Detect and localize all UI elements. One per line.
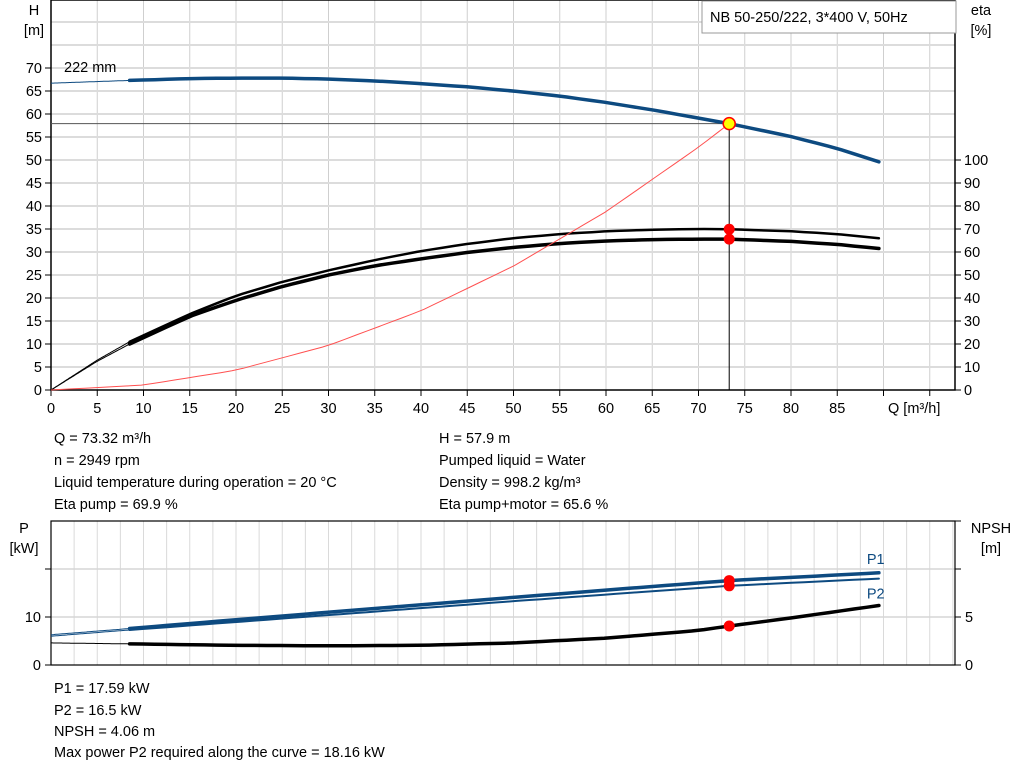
y-right-tick-label: 60 (964, 245, 980, 261)
y-tick-label: 20 (26, 291, 42, 307)
eta-pump-readout: Eta pump = 69.9 % (54, 497, 178, 513)
y-right-tick-label: 10 (964, 360, 980, 376)
title-box (701, 0, 957, 34)
chart-title: NB 50-250/222, 3*400 V, 50Hz (710, 10, 908, 26)
x-tick-label: 20 (228, 401, 244, 417)
eta-total-readout: Eta pump+motor = 65.6 % (439, 497, 609, 513)
head-curve (127, 76, 881, 164)
p2-marker (723, 580, 735, 592)
y-right-tick-label: 80 (964, 199, 980, 215)
npsh-curve-extrapolated (51, 642, 130, 645)
y-tick-label: 45 (26, 176, 42, 192)
y-tick-label: 10 (26, 337, 42, 353)
y-axis-label: [m] (24, 23, 44, 39)
y-right-tick-label: 70 (964, 222, 980, 238)
duty-point-marker (722, 116, 736, 131)
p1-curve (127, 571, 881, 631)
p-tick-label: 0 (33, 658, 41, 674)
p-axis-label: P (19, 521, 29, 537)
x-tick-label: 65 (644, 401, 660, 417)
y-right-axis-label: eta (971, 3, 992, 19)
x-tick-label: 70 (690, 401, 706, 417)
x-tick-label: 40 (413, 401, 429, 417)
y-tick-label: 0 (34, 383, 42, 399)
y-right-tick-label: 0 (964, 383, 972, 399)
y-right-tick-label: 30 (964, 314, 980, 330)
p1-curve-extrapolated (50, 628, 130, 636)
y-axis-label: H (29, 3, 39, 19)
density-readout: Density = 998.2 kg/m³ (439, 475, 581, 491)
x-tick-label: 50 (505, 401, 521, 417)
x-tick-label: 60 (598, 401, 614, 417)
y-tick-label: 30 (26, 245, 42, 261)
y-right-axis-label: [%] (971, 23, 992, 39)
p2-curve (128, 577, 880, 631)
x-axis-label: Q [m³/h] (888, 401, 940, 417)
p2-curve-extrapolated (50, 629, 130, 637)
p-tick-label: 10 (25, 610, 41, 626)
speed-readout: n = 2949 rpm (54, 453, 140, 469)
eta_pump_motor-curve-extrapolated (50, 343, 130, 391)
eta_pump-curve (128, 227, 881, 343)
x-tick-label: 55 (552, 401, 568, 417)
npsh-axis-label: [m] (981, 541, 1001, 557)
npsh-readout: NPSH = 4.06 m (54, 724, 156, 740)
npsh-tick-label: 5 (965, 610, 973, 626)
x-tick-label: 15 (182, 401, 198, 417)
plot-frame (50, 0, 956, 391)
plot-area (51, 0, 955, 390)
p2-readout: P2 = 16.5 kW (54, 703, 142, 719)
eta-pump-marker (723, 223, 735, 235)
liquid-readout: Pumped liquid = Water (439, 453, 586, 469)
y-right-tick-label: 20 (964, 337, 980, 353)
y-right-tick-label: 90 (964, 176, 980, 192)
y-tick-label: 60 (26, 107, 42, 123)
npsh-axis-label: NPSH (971, 521, 1011, 537)
npsh-curve (127, 603, 881, 648)
impeller-diameter-label: 222 mm (64, 60, 116, 76)
x-tick-label: 0 (47, 401, 55, 417)
head-curve-extrapolated (50, 79, 130, 84)
power-plot-frame (50, 520, 956, 666)
x-tick-label: 80 (783, 401, 799, 417)
head-readout: H = 57.9 m (439, 431, 511, 447)
eta-pump-motor-marker (723, 233, 735, 245)
y-tick-label: 25 (26, 268, 42, 284)
npsh-tick-label: 0 (965, 658, 973, 674)
flow-readout: Q = 73.32 m³/h (54, 431, 152, 447)
p2-series-label: P2 (867, 587, 885, 603)
x-tick-label: 30 (320, 401, 336, 417)
p1-readout: P1 = 17.59 kW (54, 681, 150, 697)
x-tick-label: 5 (93, 401, 101, 417)
y-tick-label: 15 (26, 314, 42, 330)
x-tick-label: 75 (737, 401, 753, 417)
y-tick-label: 35 (26, 222, 42, 238)
x-tick-label: 85 (829, 401, 845, 417)
temperature-readout: Liquid temperature during operation = 20… (54, 475, 337, 491)
y-tick-label: 40 (26, 199, 42, 215)
x-tick-label: 35 (367, 401, 383, 417)
eta_pump_motor-curve (127, 237, 881, 346)
system-curve (50, 123, 730, 391)
y-tick-label: 65 (26, 84, 42, 100)
npsh-marker (723, 620, 735, 632)
p-axis-label: [kW] (10, 541, 39, 557)
p1-series-label: P1 (867, 552, 885, 568)
y-right-tick-label: 40 (964, 291, 980, 307)
y-right-tick-label: 100 (964, 153, 988, 169)
x-tick-label: 25 (274, 401, 290, 417)
y-tick-label: 70 (26, 61, 42, 77)
y-tick-label: 55 (26, 130, 42, 146)
x-tick-label: 10 (135, 401, 151, 417)
max-p2-readout: Max power P2 required along the curve = … (54, 745, 385, 761)
y-tick-label: 5 (34, 360, 42, 376)
y-right-tick-label: 50 (964, 268, 980, 284)
x-tick-label: 45 (459, 401, 475, 417)
y-tick-label: 50 (26, 153, 42, 169)
